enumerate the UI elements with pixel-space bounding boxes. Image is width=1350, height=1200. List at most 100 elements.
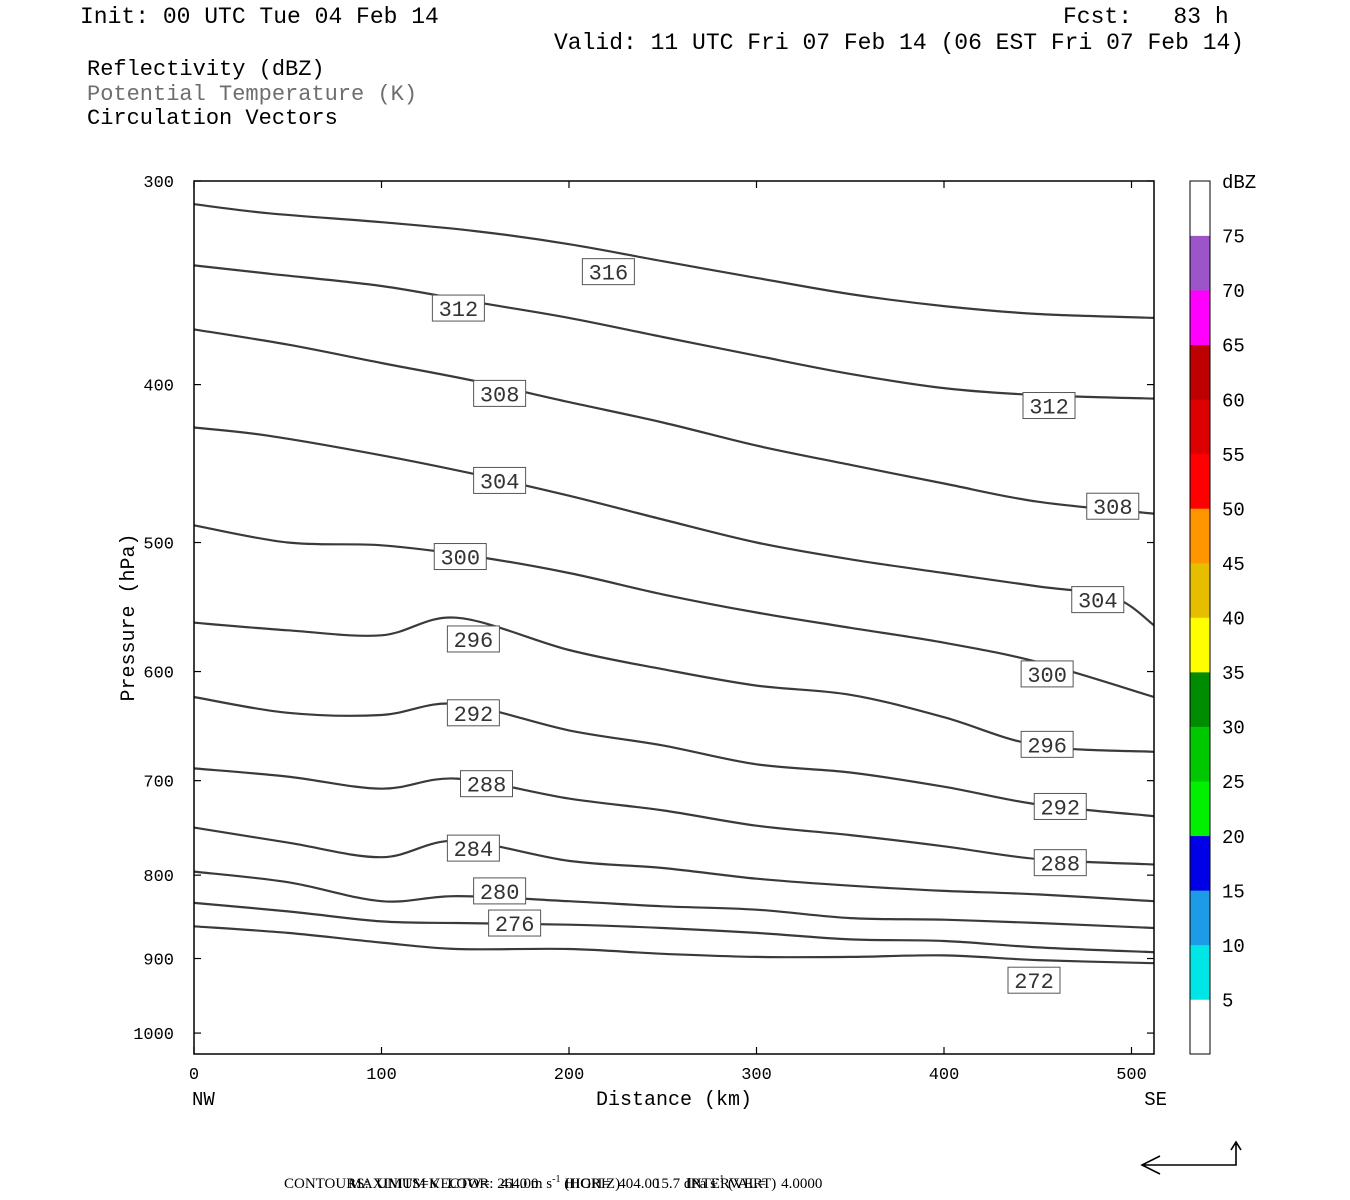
contour-316 bbox=[193, 203, 1155, 319]
contour-label: 292 bbox=[1040, 796, 1080, 821]
legend-circulation-vectors: Circulation Vectors bbox=[87, 106, 338, 131]
contour-label-box bbox=[446, 625, 500, 653]
y-tick-label: 600 bbox=[143, 665, 174, 684]
colorbar-level: 40 bbox=[1222, 609, 1245, 631]
valid-time: Valid: 11 UTC Fri 07 Feb 14 (06 EST Fri … bbox=[554, 30, 1245, 56]
colorbar-level: 50 bbox=[1222, 499, 1245, 521]
colorbar-swatch bbox=[1190, 562, 1210, 618]
colorbar-swatch bbox=[1190, 399, 1210, 455]
colorbar-swatch bbox=[1190, 508, 1210, 564]
colorbar-level: 55 bbox=[1222, 445, 1245, 467]
colorbar-swatch bbox=[1190, 453, 1210, 509]
y-tick-label: 400 bbox=[143, 378, 174, 397]
x-tick-label: 400 bbox=[929, 1066, 960, 1085]
colorbar-swatch bbox=[1190, 290, 1210, 345]
x-tick-label: 300 bbox=[741, 1066, 772, 1085]
contour-label: 316 bbox=[589, 262, 629, 287]
y-axis-title: Pressure (hPa) bbox=[118, 533, 141, 701]
contour-label-box bbox=[473, 466, 527, 494]
colorbar-level: 75 bbox=[1222, 227, 1245, 249]
contour-label-box bbox=[1007, 966, 1061, 994]
legend-reflectivity: Reflectivity (dBZ) bbox=[87, 57, 325, 82]
colorbar-swatch bbox=[1190, 617, 1210, 673]
y-tick-label: 500 bbox=[143, 536, 174, 555]
plot-frame bbox=[193, 180, 1155, 1055]
contour-label-box bbox=[1086, 492, 1140, 520]
y-tick-label: 1000 bbox=[133, 1026, 174, 1045]
colorbar-level: 65 bbox=[1222, 336, 1245, 358]
x-tick-label: 0 bbox=[189, 1066, 199, 1085]
legend-potential-temperature: Potential Temperature (K) bbox=[87, 82, 418, 107]
y-tick-label: 800 bbox=[143, 868, 174, 887]
contour-label: 300 bbox=[440, 547, 480, 572]
contour-label-box bbox=[1020, 730, 1074, 758]
colorbar-title: dBZ bbox=[1222, 172, 1256, 194]
contour-label: 280 bbox=[480, 881, 520, 906]
contour-300 bbox=[193, 524, 1155, 699]
colorbar-swatch bbox=[1190, 781, 1210, 837]
contour-284 bbox=[193, 826, 1155, 903]
contour-296 bbox=[193, 616, 1155, 753]
colorbar-level: 25 bbox=[1222, 772, 1245, 794]
x-end-label-nw: NW bbox=[192, 1089, 215, 1111]
colorbar-swatch bbox=[1190, 344, 1210, 400]
contour-label-box bbox=[473, 379, 527, 407]
contour-label-box bbox=[1071, 586, 1125, 614]
contour-label-box bbox=[1022, 392, 1076, 420]
axes-layer: 300 400 500 600 700 800 900 1000 0 100 200 300 400 50… bbox=[118, 174, 1167, 1112]
colorbar-frame bbox=[1189, 180, 1211, 1055]
contour-label-box bbox=[460, 770, 513, 798]
contour-label-box bbox=[431, 294, 485, 322]
colorbar-level: 15 bbox=[1222, 881, 1245, 903]
init-time: Init: 00 UTC Tue 04 Feb 14 bbox=[80, 4, 439, 30]
colorbar-swatch bbox=[1190, 890, 1210, 946]
contour-label: 312 bbox=[439, 298, 479, 323]
y-tick-label: 300 bbox=[143, 174, 174, 193]
contour-292 bbox=[193, 695, 1155, 818]
colorbar-level: 5 bbox=[1222, 990, 1233, 1012]
contour-label-box bbox=[446, 699, 500, 727]
contour-label-box bbox=[1033, 849, 1087, 877]
colorbar-swatch bbox=[1190, 835, 1210, 891]
contour-312 bbox=[193, 264, 1155, 400]
contour-label: 308 bbox=[1093, 496, 1133, 521]
colorbar-swatch bbox=[1190, 726, 1210, 782]
footer-contours: CONTOURS: UNITS=K LOW= 264.00 HIGH= 404.… bbox=[284, 1176, 823, 1192]
y-tick-label: 700 bbox=[143, 774, 174, 793]
x-axis-title: Distance (km) bbox=[596, 1089, 752, 1112]
contour-308 bbox=[193, 328, 1155, 515]
contour-label: 284 bbox=[454, 838, 494, 863]
colorbar-swatch bbox=[1190, 181, 1210, 236]
colorbar-level: 20 bbox=[1222, 827, 1245, 849]
max-vector-arrow-shape bbox=[1140, 1140, 1242, 1175]
contour-276 bbox=[193, 901, 1155, 954]
contour-288 bbox=[193, 767, 1155, 866]
colorbar-level: 70 bbox=[1222, 281, 1245, 303]
contour-label: 288 bbox=[1040, 853, 1080, 878]
colorbar: 5 10 15 20 25 30 35 40 45 50 55 60 65 70 75 dBZ bbox=[1189, 172, 1256, 1055]
x-tick-label: 500 bbox=[1116, 1066, 1147, 1085]
contour-label: 304 bbox=[480, 470, 520, 495]
contour-label: 308 bbox=[480, 383, 520, 408]
colorbar-swatch bbox=[1190, 672, 1210, 727]
contour-label-box bbox=[1033, 792, 1087, 820]
contour-label: 300 bbox=[1027, 664, 1067, 689]
contour-label-box bbox=[1020, 660, 1074, 688]
contour-label: 292 bbox=[454, 703, 494, 728]
x-end-label-se: SE bbox=[1144, 1089, 1167, 1111]
contour-label-box bbox=[446, 834, 500, 862]
colorbar-swatch bbox=[1190, 235, 1210, 291]
x-tick-label: 200 bbox=[554, 1066, 585, 1085]
contour-label: 276 bbox=[495, 913, 535, 938]
colorbar-level: 60 bbox=[1222, 390, 1245, 412]
colorbar-swatch bbox=[1190, 944, 1210, 1000]
contour-label: 304 bbox=[1078, 590, 1118, 615]
contour-label: 272 bbox=[1014, 970, 1054, 995]
contour-label: 312 bbox=[1029, 396, 1069, 421]
contour-label: 288 bbox=[467, 774, 507, 799]
contour-label-box bbox=[473, 877, 527, 905]
colorbar-swatch bbox=[1190, 999, 1210, 1055]
contour-layer bbox=[193, 203, 1155, 965]
contour-label-box bbox=[488, 909, 542, 937]
